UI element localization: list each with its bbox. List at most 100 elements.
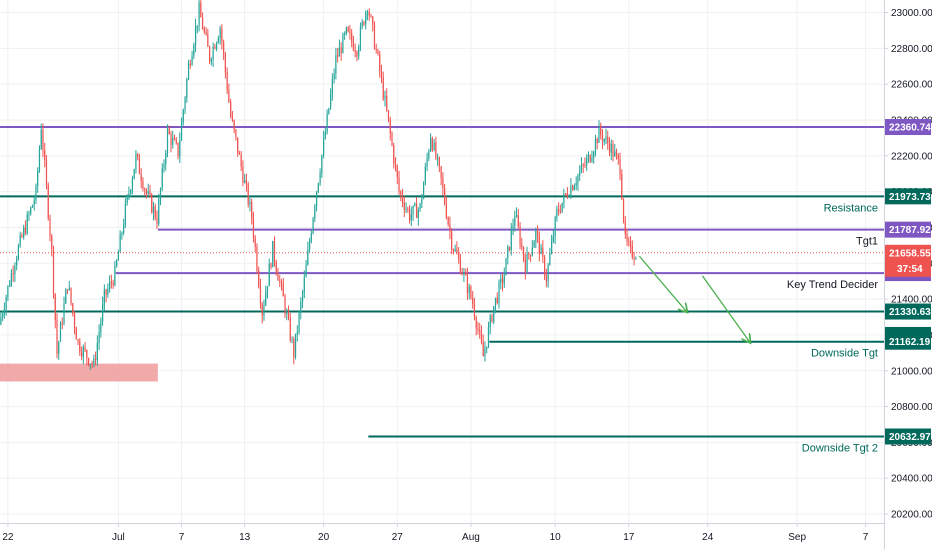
candle-body xyxy=(212,46,214,60)
candle-body xyxy=(454,248,456,251)
candle-body xyxy=(300,301,302,313)
candle-body xyxy=(433,142,435,150)
candle-body xyxy=(252,218,255,238)
candle-body xyxy=(517,215,519,227)
candle-body xyxy=(247,184,249,205)
candle-body xyxy=(33,200,35,206)
time-tick-label: Aug xyxy=(462,532,480,543)
candle-body xyxy=(40,129,42,149)
candle-body xyxy=(94,358,97,361)
candlestick-series xyxy=(0,0,637,370)
candle-body xyxy=(552,236,554,241)
price-tick-label: 20200.00 xyxy=(891,510,932,521)
candle-body xyxy=(3,309,5,314)
price-badge-resistance xyxy=(885,188,931,205)
candle-body xyxy=(333,73,335,79)
candle-body xyxy=(487,326,490,347)
candle-body xyxy=(345,27,348,34)
demand-zone xyxy=(0,363,158,382)
level-label-downside-tgt: Downside Tgt xyxy=(811,348,878,360)
candle-body xyxy=(75,327,77,340)
price-badge-label-resistance-top: 22360.74 xyxy=(889,123,931,134)
time-tick-label: 7 xyxy=(863,532,869,543)
candle-body xyxy=(177,142,179,157)
candle-body xyxy=(421,198,423,204)
price-badge-downside-tgt xyxy=(885,333,931,350)
candle-body xyxy=(240,154,242,167)
candle-body xyxy=(261,303,263,316)
candle-body xyxy=(242,166,244,183)
candle-body xyxy=(317,183,319,192)
candle-body xyxy=(73,313,76,328)
candle-body xyxy=(131,178,134,191)
candle-body xyxy=(366,11,369,13)
level-label-key-trend-decider: Key Trend Decider xyxy=(787,279,878,291)
candle-body xyxy=(500,278,502,283)
candle-body xyxy=(101,304,104,322)
candle-body xyxy=(249,201,251,205)
candle-body xyxy=(619,159,621,175)
candle-body xyxy=(570,185,572,197)
time-axis-bg xyxy=(0,523,884,550)
candle-body xyxy=(445,203,447,218)
candle-body xyxy=(84,347,86,350)
candle-body xyxy=(540,247,542,255)
candle-body xyxy=(21,235,23,237)
candle-body xyxy=(275,261,277,272)
projection-arrows xyxy=(638,255,750,342)
candle-body xyxy=(370,15,372,17)
candle-body xyxy=(293,339,295,357)
candle-body xyxy=(38,148,41,171)
candle-body xyxy=(151,194,153,213)
candle-body xyxy=(124,202,127,225)
candle-body xyxy=(429,138,432,151)
candle-body xyxy=(100,321,102,333)
candle-body xyxy=(314,205,316,219)
candle-body xyxy=(321,155,323,174)
candle-body xyxy=(380,71,383,78)
candle-body xyxy=(335,55,337,74)
candle-body xyxy=(54,293,56,321)
candle-body xyxy=(408,209,411,221)
candle-body xyxy=(224,53,226,73)
candle-body xyxy=(342,34,344,54)
candle-body xyxy=(566,193,569,197)
level-lines xyxy=(0,126,884,438)
candle-body xyxy=(107,288,109,295)
candle-body xyxy=(123,224,125,233)
candle-body xyxy=(303,277,305,293)
candle-body xyxy=(563,193,565,203)
candle-body xyxy=(424,166,426,184)
candle-body xyxy=(475,317,477,329)
candle-body xyxy=(277,271,279,281)
candle-body xyxy=(245,180,248,185)
candle-body xyxy=(149,191,151,195)
candle-body xyxy=(622,199,625,222)
candle-body xyxy=(214,46,216,49)
candle-body xyxy=(86,349,88,359)
candle-body xyxy=(286,312,288,315)
time-tick-label: 20 xyxy=(318,532,330,543)
candle-body xyxy=(96,342,98,361)
candle-body xyxy=(28,213,30,215)
candle-body xyxy=(47,184,49,218)
candle-body xyxy=(465,272,467,276)
candle-body xyxy=(468,286,470,293)
candle-body xyxy=(165,152,167,164)
candle-body xyxy=(559,211,562,213)
price-badge-downside-tgt-2 xyxy=(885,428,931,445)
candle-body xyxy=(393,145,395,164)
price-badge-support xyxy=(885,303,931,320)
candle-body xyxy=(0,317,2,325)
candle-body xyxy=(187,63,190,80)
candle-body xyxy=(5,296,7,310)
candle-body xyxy=(89,363,91,365)
candle-body xyxy=(594,138,597,153)
candle-body xyxy=(629,242,632,246)
price-badge-resistance-top xyxy=(885,119,931,136)
candle-body xyxy=(228,90,230,103)
candle-body xyxy=(501,278,504,284)
candle-body xyxy=(116,260,118,267)
candle-body xyxy=(72,303,74,314)
